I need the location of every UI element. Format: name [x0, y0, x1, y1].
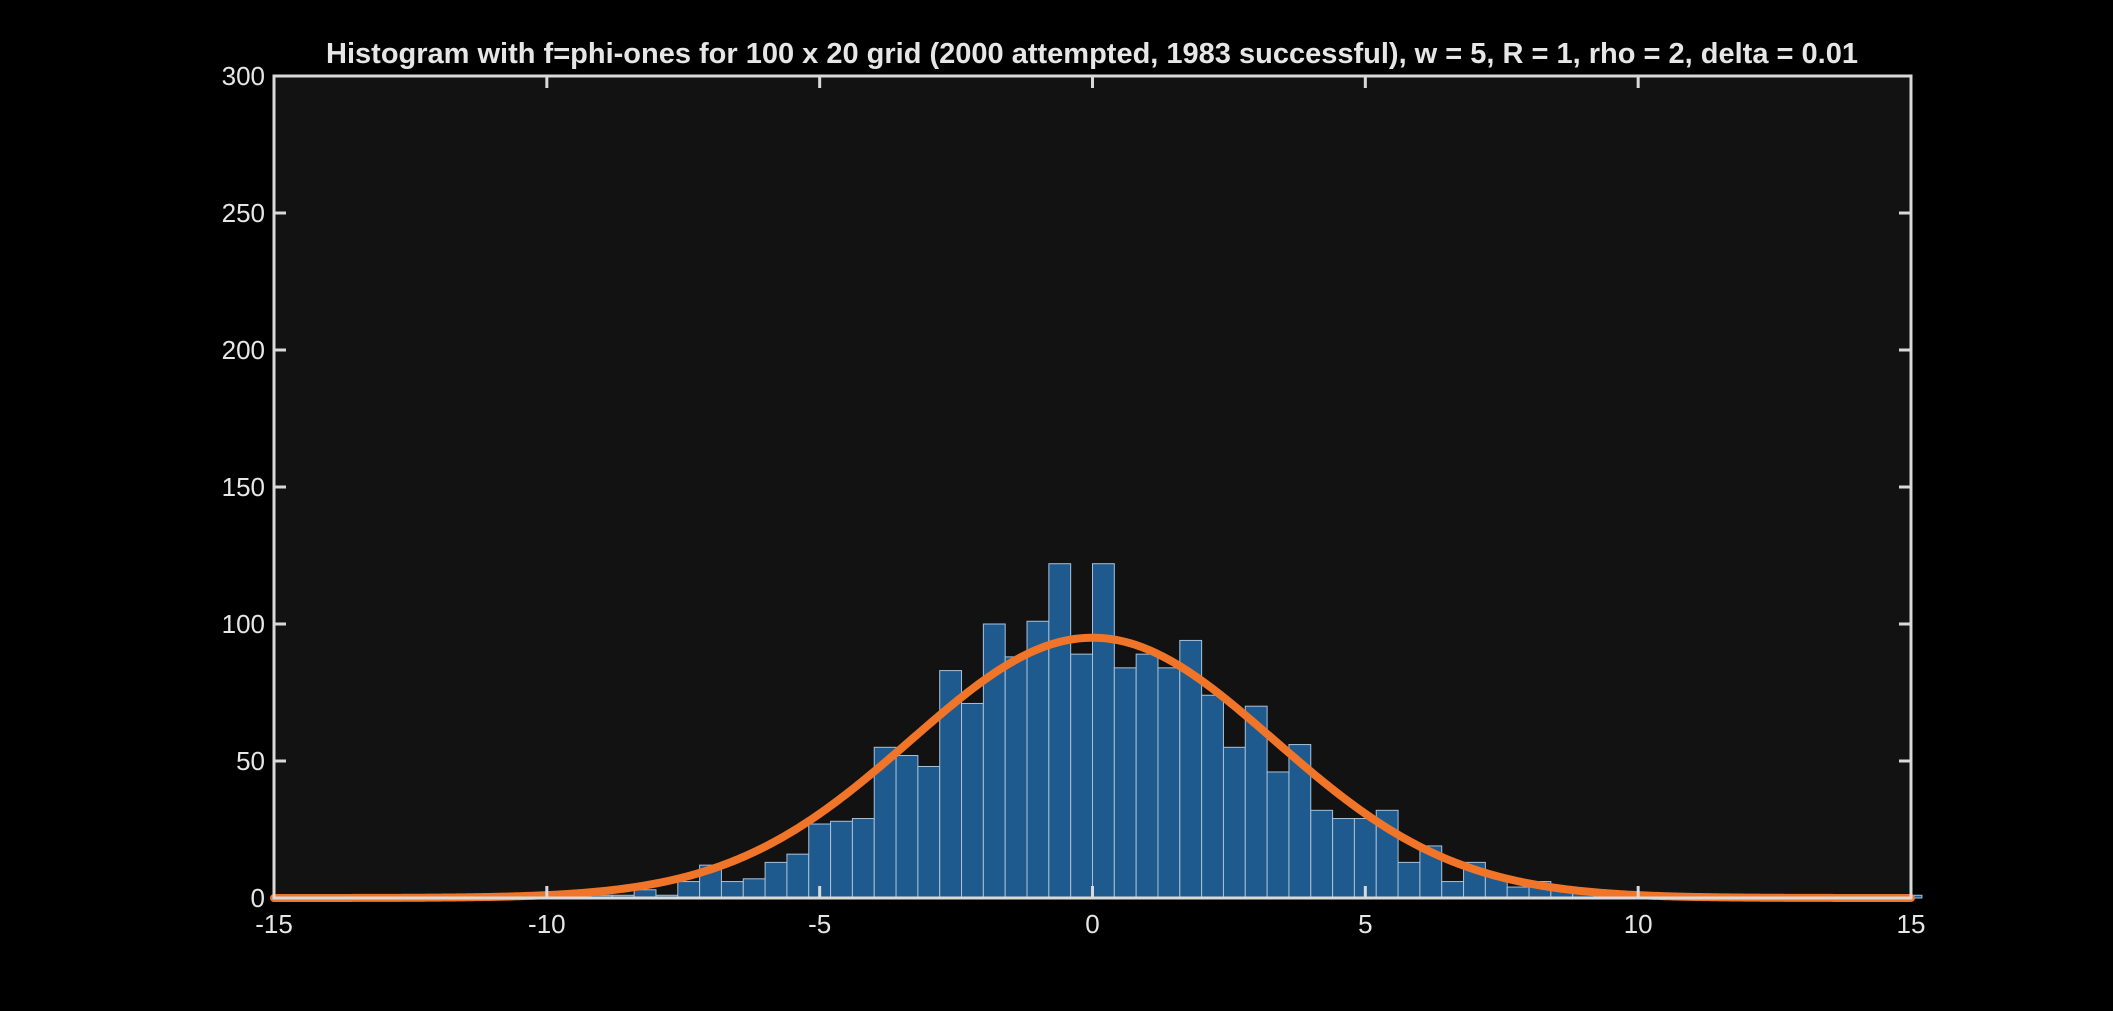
histogram-bar: [1506, 886, 1530, 899]
axis-ticks: [272, 74, 1913, 900]
histogram-bar: [1201, 694, 1224, 899]
histogram-bar: [720, 881, 744, 899]
histogram-bar: [742, 878, 766, 899]
histogram-bar: [1004, 656, 1028, 899]
histogram-bar: [764, 861, 788, 899]
histogram-bar: [1113, 667, 1137, 899]
y-tick-label: 250: [222, 198, 265, 228]
y-tick-label: 150: [222, 472, 265, 502]
histogram-bar: [1157, 667, 1181, 899]
histogram-bar: [851, 818, 875, 899]
histogram-bar: [1222, 746, 1246, 899]
histogram-bar: [677, 881, 701, 899]
histogram-bar: [917, 765, 941, 899]
x-tick-label: 10: [1624, 909, 1653, 939]
histogram-bar: [830, 820, 853, 899]
histogram-bar: [1332, 818, 1355, 899]
histogram-bar: [1135, 653, 1159, 899]
y-tick-label: 200: [222, 335, 265, 365]
x-tick-label: -15: [255, 909, 293, 939]
y-tick-label: 0: [251, 883, 265, 913]
chart-title: Histogram with f=phi-ones for 100 x 20 g…: [326, 38, 1858, 70]
histogram-bar: [1310, 809, 1334, 899]
histogram-bar: [1070, 653, 1094, 899]
y-axis-tick-labels: 0 50 100 150 200 250 300: [222, 61, 265, 913]
y-tick-label: 300: [222, 61, 265, 91]
histogram-bar: [961, 702, 984, 899]
histogram-bar: [1266, 771, 1290, 899]
histogram-bar: [1048, 563, 1072, 899]
x-tick-label: 5: [1358, 909, 1372, 939]
x-tick-label: -5: [808, 909, 831, 939]
histogram-bar: [1397, 861, 1421, 899]
histogram-bar: [1092, 563, 1115, 899]
x-tick-label: 15: [1897, 909, 1926, 939]
histogram-bar: [895, 755, 919, 899]
y-tick-label: 50: [236, 746, 265, 776]
histogram-bar: [1441, 881, 1465, 899]
histogram-bar: [786, 853, 810, 899]
x-tick-label: 0: [1085, 909, 1099, 939]
x-axis-tick-labels: -15 -10 -5 0 5 10 15: [255, 909, 1925, 939]
histogram-bar: [1026, 620, 1050, 899]
x-tick-label: -10: [528, 909, 566, 939]
y-tick-label: 100: [222, 609, 265, 639]
